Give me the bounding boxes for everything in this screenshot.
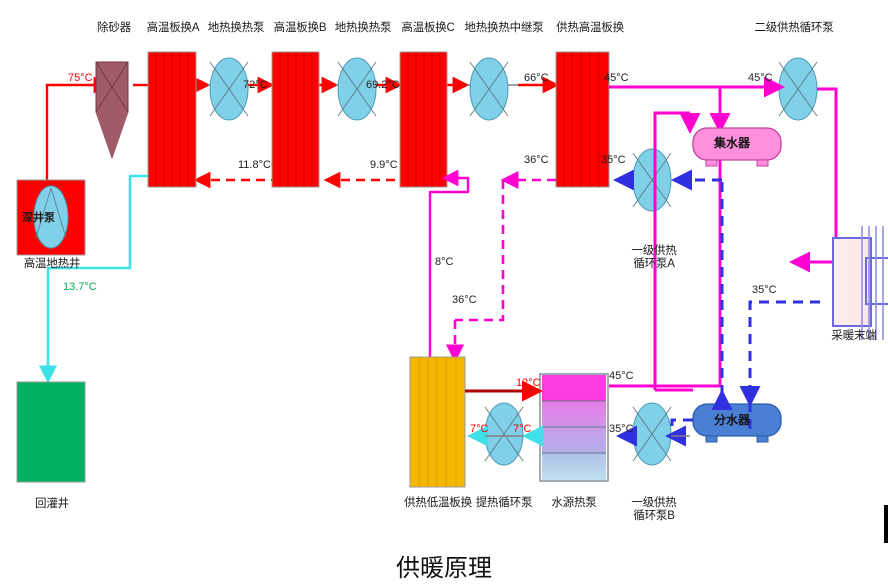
temp-45-pump: 45°C (748, 72, 773, 84)
pump-primary-b[interactable] (632, 402, 672, 466)
pump-geo-2[interactable] (337, 57, 377, 121)
label-distributor: 分水器 (714, 413, 751, 427)
reinjection-pipe (38, 174, 152, 384)
label-geo-relay-pump: 地热换热中继泵 (464, 22, 544, 34)
label-primary-pump-b-line2: 循环泵B (633, 510, 675, 522)
label-hx-c: 高温板换C (401, 22, 455, 34)
label-heat-lift-pump: 提热循环泵 (475, 497, 533, 509)
water-source-heat-pump[interactable] (539, 373, 609, 482)
label-geothermal-well: 高温地热井 (23, 258, 81, 270)
label-collector: 集水器 (714, 136, 751, 150)
label-sand-remover: 除砂器 (97, 22, 131, 34)
temp-35-hp: 35°C (609, 423, 634, 435)
label-water-source-hp: 水源热泵 (551, 497, 597, 509)
temp-11-8: 11.8°C (238, 159, 271, 171)
plate-hx-a[interactable] (147, 51, 197, 188)
temp-7-a: 7°C (470, 423, 489, 435)
temp-69-2: 69.2°C (366, 79, 400, 91)
right-edge-marker (884, 505, 888, 543)
collector-trunk-pipe (653, 113, 693, 392)
temp-35-return: 35°C (752, 284, 777, 296)
label-primary-pump-b-line1: 一级供热 (631, 497, 677, 509)
temp-45-supply: 45°C (604, 72, 629, 84)
geothermal-well-block[interactable] (16, 179, 86, 256)
label-deep-well-pump: 深井泵 (22, 212, 55, 224)
label-low-temp-hx: 供热低温板换 (404, 497, 472, 509)
label-reinjection-well: 回灌井 (35, 498, 69, 510)
temp-72: 72°C (243, 79, 268, 91)
hp-supply-pipe (609, 160, 722, 388)
temp-75: 75°C (68, 72, 93, 84)
plate-hx-c[interactable] (399, 51, 448, 188)
reinjection-well-block[interactable] (16, 381, 86, 483)
label-geo-pump-2: 地热换热泵 (334, 22, 392, 34)
low-temp-return-pipe (445, 170, 556, 363)
label-hx-a: 高温板换A (146, 22, 200, 34)
return-pipe-network (613, 169, 820, 447)
pump-secondary-supply[interactable] (778, 57, 818, 121)
temp-45-hp: 45°C (609, 370, 634, 382)
temp-12: 12°C (516, 377, 541, 389)
label-heating-terminal: 采暖末端 (831, 330, 877, 342)
temp-36-upper: 36°C (524, 154, 549, 166)
low-temp-plate-hx[interactable] (409, 356, 466, 488)
label-primary-pump-a-line2: 循环泵A (633, 258, 675, 270)
distributor-tank[interactable] (692, 403, 782, 443)
temp-13-7: 13.7°C (63, 281, 97, 293)
temp-9-9: 9.9°C (370, 159, 398, 171)
temp-35-upper: 35°C (601, 154, 626, 166)
collector-tank[interactable] (692, 127, 782, 167)
pump-geo-relay[interactable] (469, 57, 509, 121)
temp-7-b: 7°C (513, 423, 532, 435)
label-primary-pump-a: 一级供热 循环泵A (622, 245, 686, 271)
label-primary-pump-b: 一级供热 循环泵B (622, 497, 686, 523)
pump-primary-a[interactable] (632, 148, 672, 212)
eight-degree-pipe (428, 169, 470, 358)
pump-geo-1[interactable] (209, 57, 249, 121)
label-hx-b: 高温板换B (273, 22, 327, 34)
page-title: 供暖原理 (396, 556, 492, 582)
plate-hx-b[interactable] (271, 51, 320, 188)
label-secondary-pump: 二级供热循环泵 (754, 22, 834, 34)
label-primary-pump-a-line1: 一级供热 (631, 245, 677, 257)
temp-8: 8°C (435, 256, 454, 268)
sand-remover-icon[interactable] (95, 61, 129, 160)
temp-36-lower: 36°C (452, 294, 477, 306)
label-supply-hx: 供热高温板换 (556, 22, 624, 34)
temp-66: 66°C (524, 72, 549, 84)
label-geo-pump-1: 地热换热泵 (207, 22, 265, 34)
heating-terminal[interactable] (832, 226, 888, 340)
supply-plate-hx[interactable] (555, 51, 610, 188)
